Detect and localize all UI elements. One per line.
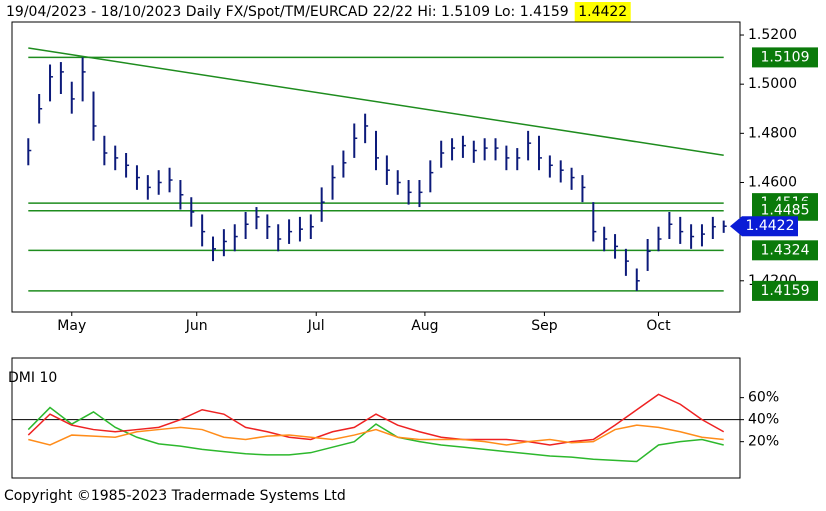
last-price-marker	[730, 216, 798, 237]
last-price-highlight	[574, 2, 631, 22]
indicator-line	[27, 393, 725, 446]
y-tick-label: 1.4600	[748, 174, 797, 190]
x-tick-label: Aug	[411, 318, 438, 334]
x-tick-label: Jul	[307, 318, 325, 334]
plot-frame	[11, 21, 741, 313]
level-label: 1.4159	[761, 283, 810, 299]
chart-title: 19/04/2023 - 18/10/2023 Daily FX/Spot/TM…	[6, 4, 569, 20]
y-tick-label: 40%	[748, 412, 779, 428]
plot-frame	[11, 357, 741, 479]
y-tick-label: 1.4800	[748, 125, 797, 141]
level-label-box	[752, 240, 818, 261]
indicator-line	[27, 406, 724, 463]
panel-title: DMI 10	[8, 370, 57, 386]
last-price-label: 1.4422	[746, 218, 795, 234]
trend-line	[28, 47, 724, 156]
last-price-header: 1.4422	[578, 4, 627, 20]
level-label: 1.4485	[761, 203, 810, 219]
y-tick-label: 1.5200	[748, 27, 797, 43]
y-tick-label: 1.5000	[748, 76, 797, 92]
footer: Copyright ©1985-2023 Tradermade Systems …	[4, 488, 346, 504]
x-tick-label: May	[57, 318, 86, 334]
x-tick-label: Sep	[531, 318, 558, 334]
x-tick-label: Jun	[185, 318, 208, 334]
indicator-line	[28, 424, 724, 446]
level-label: 1.5109	[761, 49, 810, 65]
level-label-box	[752, 200, 818, 221]
level-label: 1.4324	[761, 242, 810, 258]
level-label-box	[752, 47, 818, 68]
x-tick-label: Oct	[646, 318, 671, 334]
y-tick-label: 60%	[748, 390, 779, 406]
level-label-box	[752, 280, 818, 301]
y-tick-label: 20%	[748, 434, 779, 450]
